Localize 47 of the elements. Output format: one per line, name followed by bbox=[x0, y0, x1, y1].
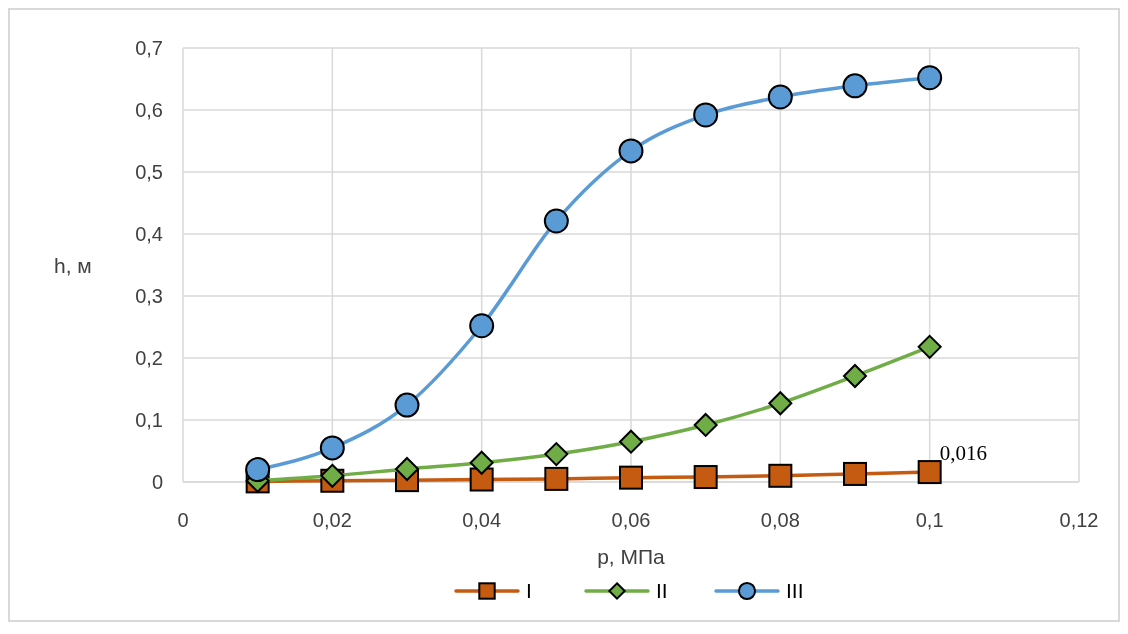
point bbox=[469, 467, 494, 492]
point bbox=[319, 435, 345, 461]
point bbox=[320, 463, 345, 488]
point bbox=[768, 391, 793, 416]
point bbox=[245, 457, 271, 483]
y-tick-label: 0 bbox=[151, 471, 163, 493]
point bbox=[917, 334, 942, 359]
x-tick-label: 0,04 bbox=[462, 509, 502, 531]
point bbox=[544, 466, 569, 491]
point bbox=[619, 429, 643, 454]
x-tick-label: 0,1 bbox=[915, 509, 944, 531]
point bbox=[469, 313, 495, 339]
point bbox=[768, 463, 793, 488]
legend-label: III bbox=[786, 579, 804, 602]
y-tick-label: 0,5 bbox=[135, 161, 163, 183]
x-tick-label: 0,06 bbox=[611, 509, 651, 531]
y-tick-label: 0,4 bbox=[135, 223, 163, 245]
y-axis-title: h, м bbox=[54, 254, 92, 277]
x-tick-label: 0 bbox=[177, 509, 189, 531]
point bbox=[469, 450, 494, 475]
point bbox=[693, 465, 718, 490]
legend-label: II bbox=[656, 579, 668, 602]
point bbox=[843, 461, 867, 486]
point bbox=[618, 138, 644, 164]
legend-label: I bbox=[526, 579, 532, 602]
y-tick-label: 0,2 bbox=[135, 347, 163, 369]
point bbox=[544, 442, 569, 467]
point bbox=[394, 392, 420, 418]
point bbox=[693, 412, 718, 437]
point bbox=[619, 465, 643, 490]
point bbox=[543, 208, 569, 234]
point bbox=[842, 73, 868, 99]
y-tick-label: 0,7 bbox=[135, 37, 163, 59]
point bbox=[917, 460, 942, 485]
point bbox=[917, 65, 943, 91]
x-axis-title: p, МПа bbox=[597, 545, 666, 568]
point bbox=[395, 456, 419, 481]
x-tick-label: 0,12 bbox=[1059, 509, 1099, 531]
y-tick-label: 0,1 bbox=[135, 409, 163, 431]
x-tick-label: 0,08 bbox=[760, 509, 800, 531]
y-tick-label: 0,3 bbox=[135, 285, 163, 307]
point bbox=[843, 363, 867, 388]
data-label: 0,016 bbox=[939, 441, 987, 466]
point bbox=[693, 102, 719, 128]
y-tick-label: 0,6 bbox=[135, 99, 163, 121]
x-tick-label: 0,02 bbox=[312, 509, 352, 531]
point bbox=[767, 84, 793, 110]
